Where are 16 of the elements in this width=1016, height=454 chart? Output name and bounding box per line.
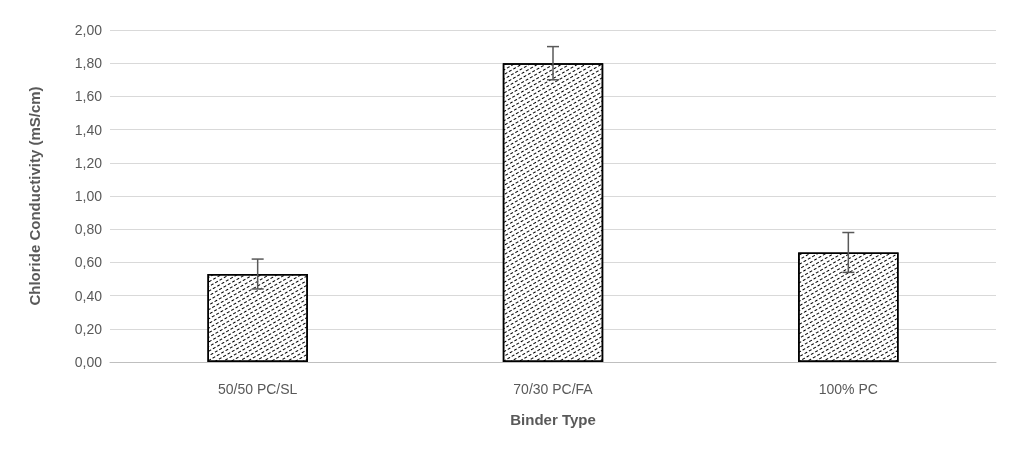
y-tick-label: 0,60 (74, 254, 103, 271)
y-axis-title: Chloride Conductivity (mS/cm) (26, 86, 43, 306)
y-tick-label: 1,40 (74, 121, 103, 138)
y-tick-label: 1,60 (74, 88, 103, 105)
y-tick-label: 0,40 (74, 287, 103, 304)
y-tick-label: 1,80 (74, 55, 103, 72)
y-tick-label: 1,20 (74, 154, 103, 171)
y-tick-label: 1,00 (74, 188, 103, 204)
x-tick-label: 70/30 PC/FA (513, 381, 594, 397)
x-tick-label: 50/50 PC/SL (217, 381, 298, 397)
x-axis-title: Binder Type (510, 411, 596, 428)
y-tick-label: 0,00 (74, 354, 103, 370)
y-tick-label: 0,80 (74, 221, 103, 238)
y-tick-label: 0,20 (74, 320, 103, 337)
y-tick-label: 2,00 (74, 22, 103, 38)
x-tick-label: 100% PC (818, 381, 878, 397)
